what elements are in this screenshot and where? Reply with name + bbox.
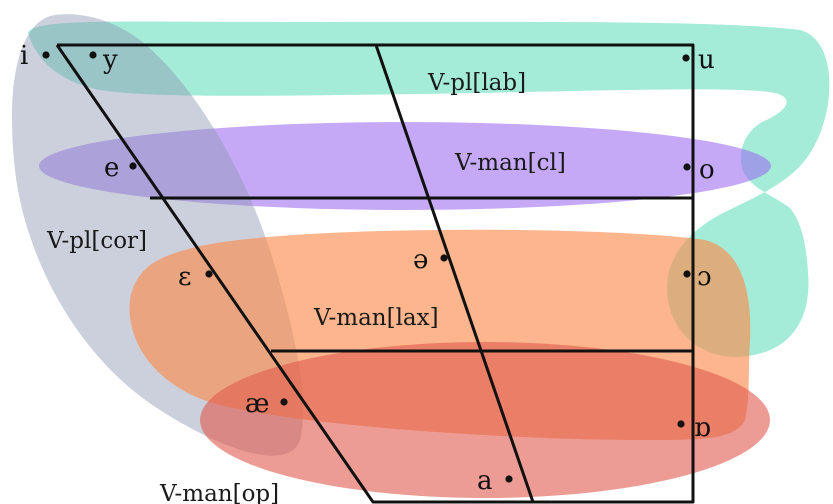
region-close — [39, 122, 771, 210]
vowel-trapezoid — [55, 43, 695, 504]
vowel-e: e — [104, 153, 119, 183]
dot-a — [505, 475, 513, 483]
dot-o — [683, 163, 691, 171]
dot-u — [682, 54, 690, 62]
frame-central-line — [374, 44, 535, 503]
dot-e — [129, 162, 137, 170]
vowel-i: i — [20, 41, 28, 71]
vowel-schwa: ə — [413, 245, 428, 275]
dot-y — [89, 51, 97, 59]
vowel-o: o — [699, 155, 715, 185]
vowel-turned-alpha: ɒ — [694, 413, 711, 443]
label-coronal: V-pl[cor] — [46, 228, 147, 254]
frame-outline — [55, 43, 695, 504]
vowel-open-e: ɛ — [178, 262, 191, 292]
dot-ae — [280, 398, 288, 406]
dot-open-o — [683, 270, 691, 278]
vowel-a: a — [477, 466, 493, 496]
vowel-open-o: ɔ — [697, 262, 712, 292]
vowel-y: y — [102, 45, 118, 75]
label-close: V-man[cl] — [454, 150, 566, 176]
dot-turned-alpha — [677, 420, 685, 428]
dot-open-e — [205, 270, 213, 278]
vowel-u: u — [698, 45, 715, 75]
vowel-ae: æ — [245, 389, 269, 419]
dot-schwa — [440, 254, 448, 262]
dot-i — [42, 51, 50, 59]
label-labial: V-pl[lab] — [427, 70, 526, 96]
label-open: V-man[op] — [159, 481, 279, 504]
label-lax: V-man[lax] — [313, 305, 439, 331]
